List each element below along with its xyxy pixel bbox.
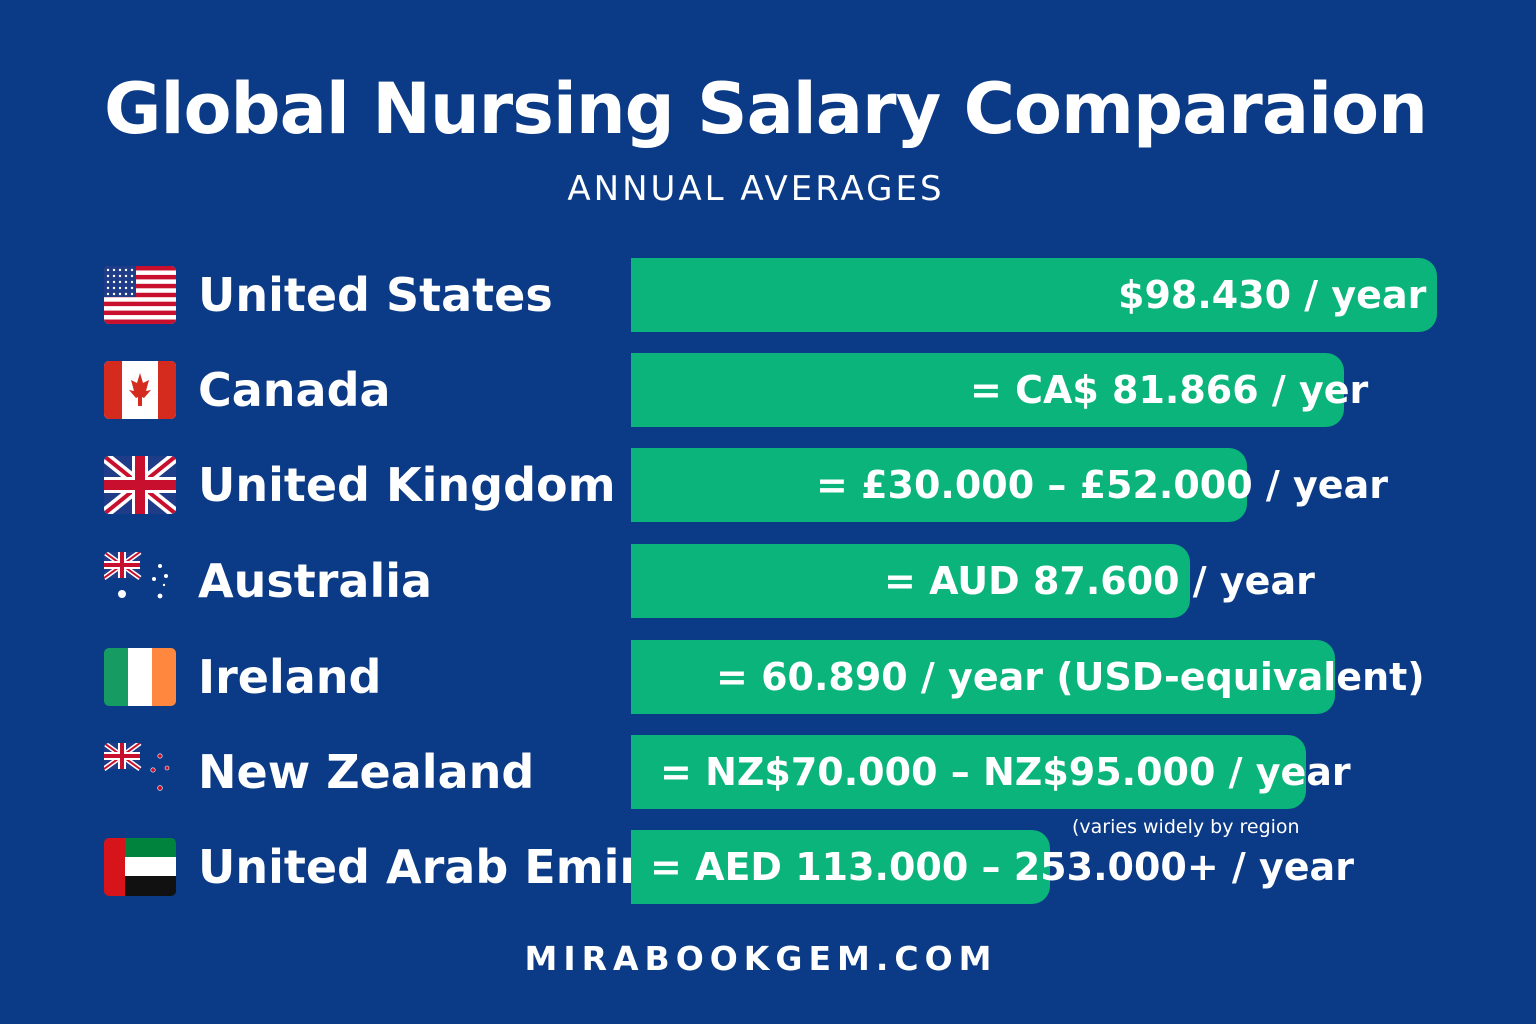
value-label-united-arab-emirates: = AED 113.000 – 253.000+ / year xyxy=(650,845,1354,889)
category-label-united-kingdom: United Kingdom xyxy=(198,458,616,512)
canada-flag-icon xyxy=(104,361,176,419)
new-zealand-flag-icon xyxy=(104,743,176,801)
value-label-australia: = AUD 87.600 / year xyxy=(884,559,1315,603)
bar-united-kingdom xyxy=(631,448,1247,522)
value-label-new-zealand: = NZ$70.000 – NZ$95.000 / year xyxy=(660,750,1351,794)
bar-united-arab-emirates xyxy=(631,830,1050,904)
category-label-new-zealand: New Zealand xyxy=(198,745,535,799)
bar-canada xyxy=(631,353,1344,427)
united-states-flag-icon xyxy=(104,266,176,324)
united-kingdom-flag-icon xyxy=(104,456,176,514)
category-label-united-states: United States xyxy=(198,268,553,322)
bar-ireland xyxy=(631,640,1335,714)
australia-flag-icon xyxy=(104,552,176,610)
ireland-flag-icon xyxy=(104,648,176,706)
value-label-united-kingdom: = £30.000 – £52.000 / year xyxy=(816,463,1388,507)
value-label-united-states: $98.430 / year xyxy=(1118,273,1427,317)
site-url-footer: MIRABOOKGEM.COM xyxy=(524,939,998,978)
category-label-canada: Canada xyxy=(198,363,391,417)
bar-new-zealand xyxy=(631,735,1306,809)
category-label-ireland: Ireland xyxy=(198,650,382,704)
value-label-ireland: = 60.890 / year (USD-equivalent) xyxy=(716,655,1425,699)
bar-australia xyxy=(631,544,1190,618)
category-label-australia: Australia xyxy=(198,554,433,608)
value-label-canada: = CA$ 81.866 / yer xyxy=(970,368,1369,412)
annotation-united-arab-emirates: (varies widely by region xyxy=(1072,816,1300,838)
united-arab-emirates-flag-icon xyxy=(104,838,176,896)
chart-subtitle: ANNUAL AVERAGES xyxy=(567,169,945,209)
chart-title: Global Nursing Salary Comparaion xyxy=(104,68,1428,150)
bar-united-states xyxy=(631,258,1437,332)
